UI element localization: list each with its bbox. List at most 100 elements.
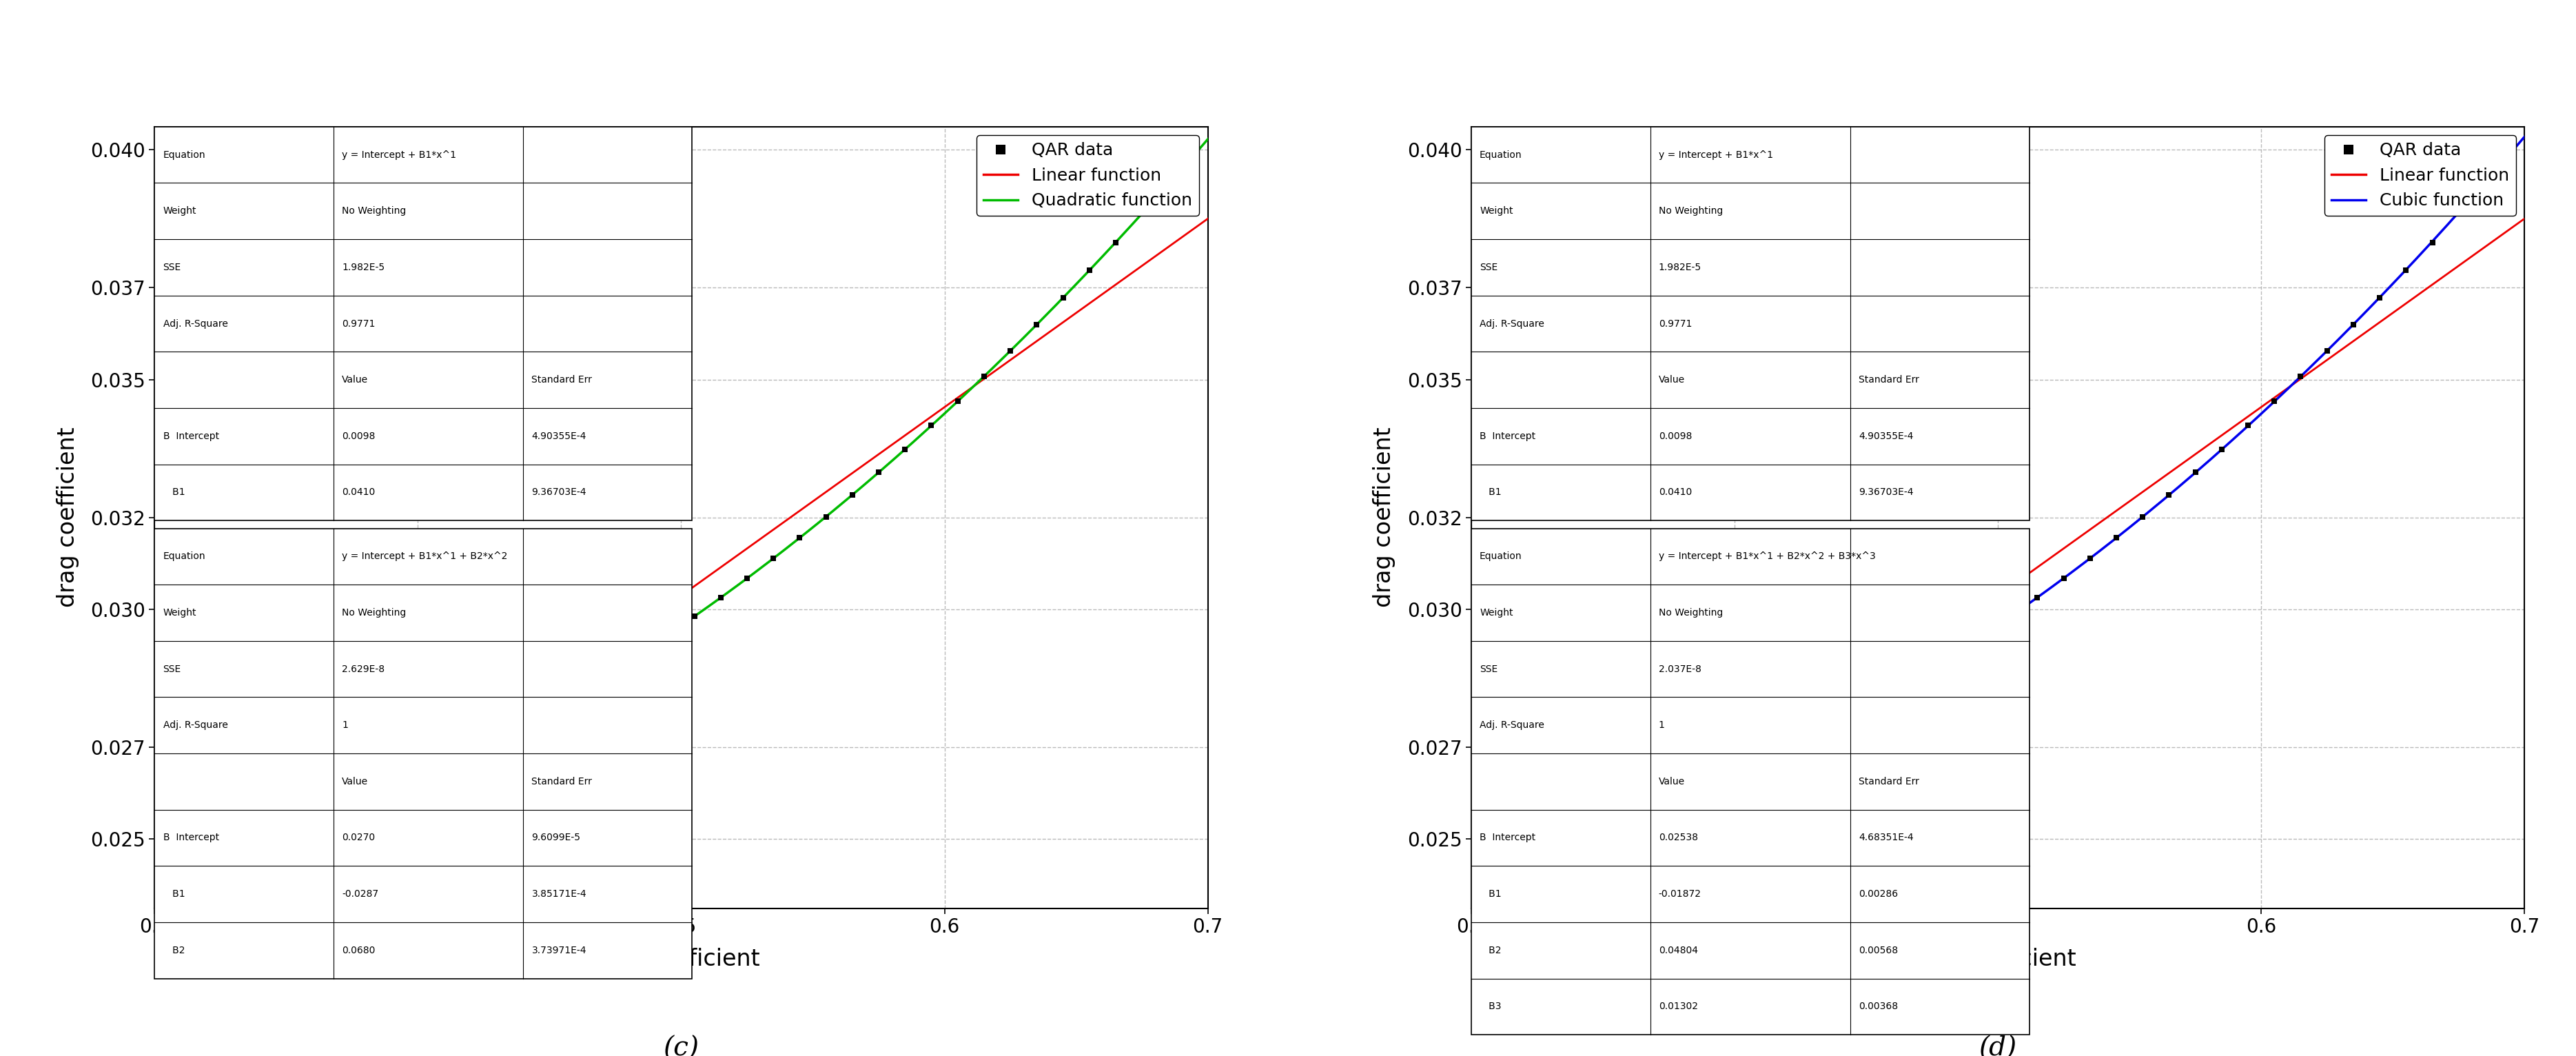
Point	[621, 643, 662, 660]
Y-axis label: drag coefficient: drag coefficient	[57, 428, 80, 607]
Text: Equation: Equation	[162, 150, 206, 159]
Text: -0.01872: -0.01872	[1659, 889, 1700, 899]
Text: Equation: Equation	[162, 551, 206, 562]
Point	[647, 626, 688, 643]
Text: 0.0680: 0.0680	[343, 945, 376, 956]
Text: B  Intercept: B Intercept	[162, 431, 219, 441]
Text: Adj. R-Square: Adj. R-Square	[1479, 720, 1543, 730]
Point	[2254, 393, 2295, 410]
Point	[1149, 176, 1190, 193]
Text: B2: B2	[162, 945, 185, 956]
Text: 2.629E-8: 2.629E-8	[343, 664, 384, 674]
Point	[541, 692, 582, 709]
Text: B1: B1	[1479, 488, 1502, 497]
Text: 0.00568: 0.00568	[1860, 945, 1899, 956]
Text: Value: Value	[1659, 375, 1685, 384]
Text: 1: 1	[1659, 720, 1664, 730]
Point	[2280, 367, 2321, 384]
Text: Adj. R-Square: Adj. R-Square	[162, 319, 227, 328]
Text: Value: Value	[1659, 777, 1685, 787]
Text: 0.9771: 0.9771	[343, 319, 376, 328]
Point	[1543, 830, 1584, 847]
Point	[595, 660, 636, 677]
Point	[884, 440, 925, 457]
Text: Equation: Equation	[1479, 150, 1522, 159]
Point	[858, 464, 899, 480]
Point	[438, 748, 479, 765]
Point	[701, 589, 742, 606]
Point	[2437, 205, 2478, 222]
Text: 3.85171E-4: 3.85171E-4	[531, 889, 587, 899]
Text: No Weighting: No Weighting	[343, 206, 407, 215]
Text: 9.6099E-5: 9.6099E-5	[531, 833, 580, 843]
Point	[2360, 289, 2401, 306]
Text: 1.982E-5: 1.982E-5	[1659, 263, 1703, 272]
Point	[2334, 316, 2375, 333]
Point	[252, 822, 294, 838]
Text: 4.68351E-4: 4.68351E-4	[1860, 833, 1914, 843]
Point	[1069, 262, 1110, 279]
Text: B1: B1	[162, 889, 185, 899]
X-axis label: lift coefficient: lift coefficient	[603, 948, 760, 970]
Point	[515, 706, 556, 723]
Point	[806, 508, 848, 525]
Y-axis label: drag coefficient: drag coefficient	[1373, 428, 1396, 607]
Text: SSE: SSE	[162, 263, 180, 272]
Point	[1832, 706, 1873, 723]
Point	[1569, 822, 1610, 838]
Text: 4.90355E-4: 4.90355E-4	[1860, 431, 1914, 441]
Text: 4.90355E-4: 4.90355E-4	[531, 431, 587, 441]
Text: 9.36703E-4: 9.36703E-4	[531, 488, 587, 497]
Text: B  Intercept: B Intercept	[1479, 833, 1535, 843]
Point	[2123, 508, 2164, 525]
Point	[1963, 626, 2004, 643]
Legend: QAR data, Linear function, Cubic function: QAR data, Linear function, Cubic functio…	[2324, 135, 2517, 216]
Point	[278, 813, 319, 830]
Point	[963, 367, 1005, 384]
Point	[489, 721, 531, 738]
Point	[2411, 233, 2452, 250]
Text: Value: Value	[343, 375, 368, 384]
Point	[1015, 316, 1056, 333]
Point	[726, 570, 768, 587]
Text: 0.0098: 0.0098	[1659, 431, 1692, 441]
Text: Adj. R-Square: Adj. R-Square	[162, 720, 227, 730]
Text: B3: B3	[1479, 1002, 1502, 1012]
Text: 0.0410: 0.0410	[1659, 488, 1692, 497]
Text: 0.04804: 0.04804	[1659, 945, 1698, 956]
Text: 3.73971E-4: 3.73971E-4	[531, 945, 587, 956]
Point	[2200, 440, 2241, 457]
Text: 2.037E-8: 2.037E-8	[1659, 664, 1700, 674]
Point	[752, 550, 793, 567]
Point	[2174, 464, 2215, 480]
Point	[1726, 760, 1767, 777]
Point	[1700, 772, 1741, 789]
Point	[384, 772, 425, 789]
Point	[2148, 487, 2190, 504]
Text: 9.36703E-4: 9.36703E-4	[1860, 488, 1914, 497]
Text: Standard Err: Standard Err	[531, 777, 592, 787]
Text: B  Intercept: B Intercept	[1479, 431, 1535, 441]
Text: -0.0287: -0.0287	[343, 889, 379, 899]
Text: No Weighting: No Weighting	[1659, 206, 1723, 215]
Text: y = Intercept + B1*x^1: y = Intercept + B1*x^1	[343, 150, 456, 159]
Text: y = Intercept + B1*x^1: y = Intercept + B1*x^1	[1659, 150, 1772, 159]
Text: 0.0410: 0.0410	[343, 488, 376, 497]
Text: B1: B1	[162, 488, 185, 497]
Point	[1780, 735, 1821, 752]
Point	[832, 487, 873, 504]
Text: 1: 1	[343, 720, 348, 730]
Point	[1937, 643, 1978, 660]
Text: 0.02538: 0.02538	[1659, 833, 1698, 843]
Text: Weight: Weight	[162, 608, 196, 618]
Point	[227, 830, 268, 847]
Text: 0.0270: 0.0270	[343, 833, 376, 843]
Point	[1043, 289, 1084, 306]
Text: Standard Err: Standard Err	[1860, 777, 1919, 787]
Text: SSE: SSE	[162, 664, 180, 674]
Text: Adj. R-Square: Adj. R-Square	[1479, 319, 1543, 328]
Text: B1: B1	[1479, 889, 1502, 899]
Text: (d): (d)	[1978, 1036, 2017, 1056]
Point	[1806, 721, 1847, 738]
Point	[358, 784, 399, 800]
